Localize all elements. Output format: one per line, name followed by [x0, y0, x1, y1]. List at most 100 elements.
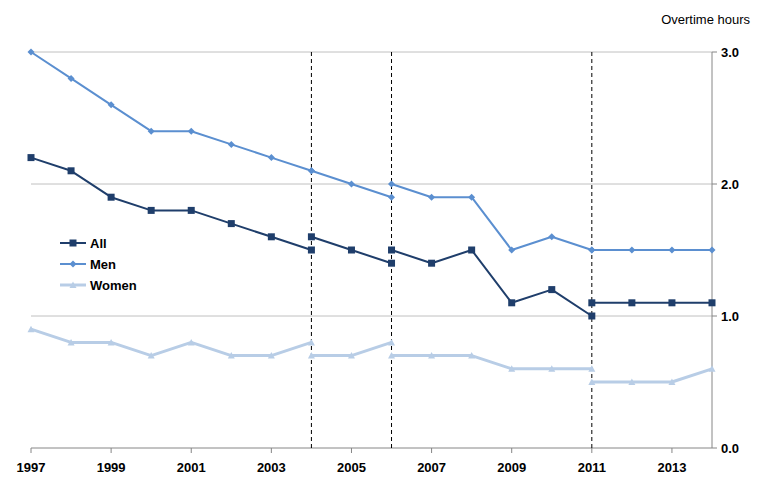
data-point [268, 233, 275, 240]
data-point [428, 352, 435, 359]
data-point [508, 365, 515, 372]
y-tick-label: 3.0 [721, 45, 739, 60]
grid-line [31, 52, 712, 53]
series-line [31, 158, 712, 316]
x-tick [671, 448, 672, 453]
data-point [268, 352, 275, 359]
data-point [388, 194, 395, 201]
data-point [588, 379, 595, 386]
x-tick-label: 2001 [177, 460, 206, 475]
legend-marker [70, 282, 77, 289]
x-tick-label: 2007 [417, 460, 446, 475]
data-point [228, 352, 235, 359]
data-point [628, 379, 635, 386]
y-tick [712, 448, 717, 449]
data-point [668, 247, 675, 254]
data-point [68, 167, 75, 174]
legend-label: Men [90, 257, 116, 272]
legend-marker [70, 261, 77, 268]
data-point [188, 207, 195, 214]
legend: All Men Women [60, 236, 137, 293]
data-point [188, 128, 195, 135]
data-point [308, 233, 315, 240]
legend-label: All [90, 236, 107, 251]
x-tick-label: 2005 [337, 460, 366, 475]
x-tick [431, 448, 432, 453]
series-line [31, 329, 712, 382]
series-2 [28, 326, 716, 385]
data-point [148, 207, 155, 214]
data-point [388, 260, 395, 267]
y-tick-label: 2.0 [721, 177, 739, 192]
x-tick-label: 2011 [578, 460, 606, 475]
data-point [468, 247, 475, 254]
series-0 [28, 154, 716, 319]
data-point [148, 128, 155, 135]
data-point [28, 154, 35, 161]
y-tick-label: 0.0 [721, 441, 739, 456]
data-point [148, 352, 155, 359]
x-axis [31, 448, 712, 449]
x-tick [111, 448, 112, 453]
x-tick-label: 2013 [657, 460, 686, 475]
data-point [548, 365, 555, 372]
data-point [388, 339, 395, 346]
y-axis-title: Overtime hours [661, 12, 750, 27]
data-point [628, 247, 635, 254]
series-1 [28, 49, 716, 254]
data-point [348, 181, 355, 188]
grid-line [31, 316, 712, 317]
data-point [588, 247, 595, 254]
data-point [388, 181, 395, 188]
data-point [468, 352, 475, 359]
data-point [508, 299, 515, 306]
legend-marker [70, 240, 77, 247]
data-point [508, 247, 515, 254]
x-tick [271, 448, 272, 453]
data-point [308, 167, 315, 174]
data-point [388, 352, 395, 359]
data-point [668, 299, 675, 306]
data-point [228, 220, 235, 227]
plot-area [28, 49, 716, 386]
data-point [308, 247, 315, 254]
x-tick [31, 448, 32, 453]
x-tick-label: 2009 [497, 460, 526, 475]
x-tick [591, 448, 592, 453]
data-point [709, 247, 716, 254]
data-point [308, 352, 315, 359]
data-point [68, 339, 75, 346]
x-tick-label: 2003 [257, 460, 286, 475]
legend-label: Women [90, 278, 137, 293]
x-tick [191, 448, 192, 453]
data-point [348, 352, 355, 359]
data-point [228, 141, 235, 148]
data-point [108, 339, 115, 346]
data-point [428, 194, 435, 201]
data-point [108, 101, 115, 108]
data-point [709, 299, 716, 306]
data-point [388, 247, 395, 254]
data-point [108, 194, 115, 201]
data-point [588, 247, 595, 254]
data-point [628, 299, 635, 306]
data-point [428, 260, 435, 267]
data-point [28, 49, 35, 56]
y-tick [712, 316, 717, 317]
data-point [348, 247, 355, 254]
y-tick-label: 1.0 [721, 309, 739, 324]
data-point [468, 194, 475, 201]
data-point [548, 286, 555, 293]
data-point [28, 326, 35, 333]
x-tick [351, 448, 352, 453]
y-tick [712, 184, 717, 185]
data-point [668, 379, 675, 386]
y-tick [712, 52, 717, 53]
data-point [548, 233, 555, 240]
data-point [709, 365, 716, 372]
series-line [31, 52, 712, 250]
data-point [268, 154, 275, 161]
data-point [588, 299, 595, 306]
data-point [308, 339, 315, 346]
data-point [188, 339, 195, 346]
